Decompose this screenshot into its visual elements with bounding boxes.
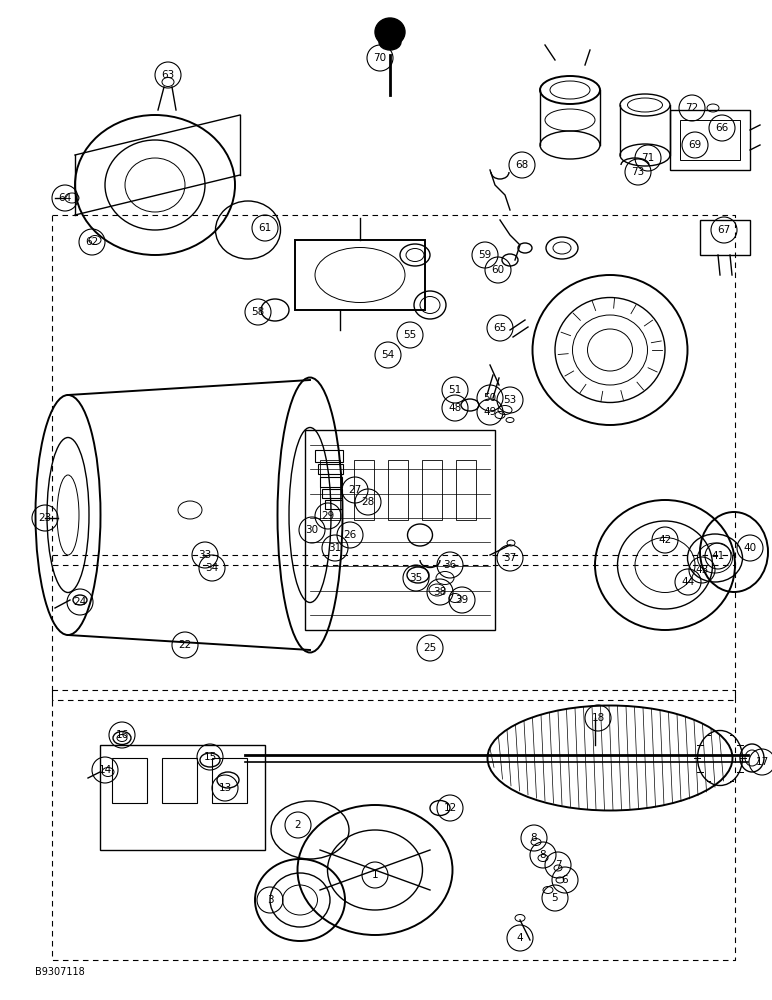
Text: 73: 73 [631,167,645,177]
Text: 30: 30 [306,525,319,535]
Bar [322,489,342,498]
Text: 51: 51 [449,385,462,395]
Text: 44: 44 [682,577,695,587]
Text: 29: 29 [321,511,334,521]
Text: B9307118: B9307118 [35,967,85,977]
Text: 27: 27 [348,485,361,495]
Bar [670,110,750,170]
Text: 67: 67 [717,225,730,235]
Text: 72: 72 [686,103,699,113]
Text: 22: 22 [178,640,191,650]
Text: 41: 41 [711,551,725,561]
Bar [680,120,740,160]
Bar [100,745,265,850]
Text: 37: 37 [503,553,516,563]
Text: 66: 66 [716,123,729,133]
Text: 23: 23 [39,513,52,523]
Text: 26: 26 [344,530,357,540]
Text: 39: 39 [455,595,469,605]
Bar [212,758,247,803]
Text: 62: 62 [86,237,99,247]
Text: 53: 53 [503,395,516,405]
Text: 12: 12 [443,803,456,813]
Text: 2: 2 [295,820,301,830]
Text: 36: 36 [443,560,456,570]
Text: 40: 40 [743,543,757,553]
Text: 42: 42 [659,535,672,545]
Text: 1: 1 [371,870,378,880]
Text: 6: 6 [562,875,568,885]
Text: 16: 16 [115,730,129,740]
Text: 28: 28 [361,497,374,507]
Bar [162,758,197,803]
Text: 25: 25 [423,643,437,653]
Text: 14: 14 [98,765,112,775]
Bar [315,450,343,462]
Text: 4: 4 [516,933,523,943]
Bar [325,500,342,509]
Text: 35: 35 [409,573,422,583]
Text: 69: 69 [689,140,702,150]
Text: 49: 49 [483,407,496,417]
Text: 60: 60 [492,265,505,275]
Text: 38: 38 [433,587,447,597]
Text: 61: 61 [259,223,272,233]
Bar [456,460,476,520]
Text: 70: 70 [374,53,387,63]
Bar [305,430,495,630]
Text: 63: 63 [161,70,174,80]
Bar [112,758,147,803]
Text: 3: 3 [266,895,273,905]
Text: 8: 8 [530,833,537,843]
Text: 43: 43 [696,565,709,575]
Text: 18: 18 [591,713,604,723]
Text: 31: 31 [328,543,342,553]
Bar [354,460,374,520]
Text: 59: 59 [479,250,492,260]
Text: 54: 54 [381,350,394,360]
Text: 33: 33 [198,550,212,560]
Text: 17: 17 [755,757,769,767]
Text: 8: 8 [540,850,547,860]
Bar [700,220,750,255]
Text: 13: 13 [218,783,232,793]
Text: 7: 7 [555,860,561,870]
Bar [320,460,340,520]
Bar [318,464,343,474]
Bar [422,460,442,520]
Text: 15: 15 [203,752,217,762]
Text: 24: 24 [73,597,86,607]
Text: 65: 65 [493,323,506,333]
Text: 50: 50 [483,393,496,403]
Text: 64: 64 [59,193,72,203]
Text: 34: 34 [205,563,218,573]
Text: 68: 68 [516,160,529,170]
Text: 5: 5 [552,893,558,903]
Ellipse shape [379,34,401,50]
Bar [295,240,425,310]
Ellipse shape [375,18,405,46]
Text: 55: 55 [404,330,417,340]
Bar [320,477,342,487]
Text: 58: 58 [252,307,265,317]
Bar [388,460,408,520]
Text: 48: 48 [449,403,462,413]
Text: 71: 71 [642,153,655,163]
